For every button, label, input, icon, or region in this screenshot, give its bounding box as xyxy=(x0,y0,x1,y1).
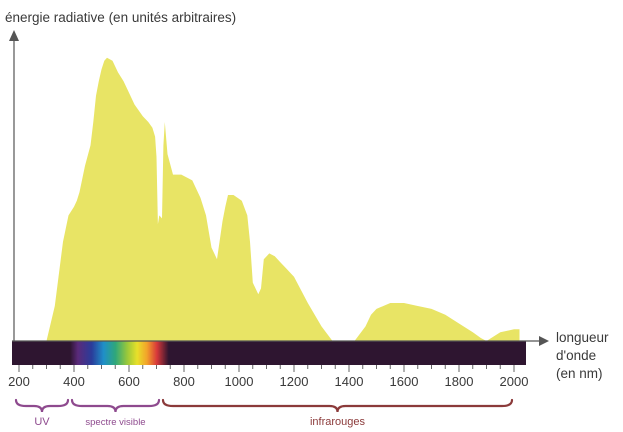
band-label: infrarouges xyxy=(310,416,366,428)
x-axis-arrow xyxy=(539,336,549,346)
x-tick-label: 1200 xyxy=(280,374,309,389)
radiative-energy-area xyxy=(46,57,520,342)
x-tick-label: 200 xyxy=(8,374,30,389)
x-ticks: 200 400 600 800 1000 1200 1400 1600 1800 2000 xyxy=(8,365,528,389)
y-axis-label: énergie radiative (en unités arbitraires… xyxy=(5,10,236,25)
x-axis-label-line-1: longueur xyxy=(556,330,609,345)
band-label: UV xyxy=(34,416,50,428)
x-tick-label: 2000 xyxy=(500,374,529,389)
x-tick-label: 1000 xyxy=(225,374,254,389)
band-brace xyxy=(161,398,514,413)
x-tick-label: 1400 xyxy=(335,374,364,389)
y-axis-arrow xyxy=(9,30,19,41)
x-axis-label-line-2: d'onde xyxy=(556,348,596,363)
band-brace xyxy=(70,398,161,413)
x-tick-label: 600 xyxy=(118,374,140,389)
band-brace xyxy=(14,398,70,413)
band-label: spectre visible xyxy=(85,417,145,428)
x-tick-label: 1600 xyxy=(390,374,419,389)
x-tick-label: 400 xyxy=(63,374,85,389)
wavelength-bands: UV spectre visible infrarouges xyxy=(14,398,514,428)
x-axis-label-line-3: (en nm) xyxy=(556,366,603,381)
x-tick-label: 1800 xyxy=(445,374,474,389)
visible-spectrum-band xyxy=(70,341,169,365)
x-tick-label: 800 xyxy=(173,374,195,389)
